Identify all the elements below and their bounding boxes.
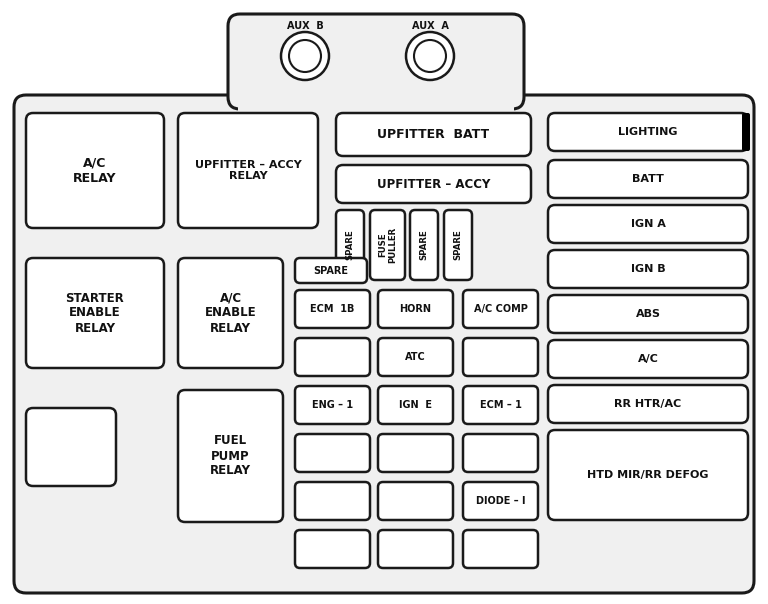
FancyBboxPatch shape	[178, 390, 283, 522]
FancyBboxPatch shape	[295, 434, 370, 472]
FancyBboxPatch shape	[444, 210, 472, 280]
Text: ECM – 1: ECM – 1	[479, 400, 521, 410]
FancyBboxPatch shape	[548, 295, 748, 333]
FancyBboxPatch shape	[463, 434, 538, 472]
Text: ABS: ABS	[635, 309, 660, 319]
FancyBboxPatch shape	[26, 258, 164, 368]
FancyBboxPatch shape	[548, 340, 748, 378]
FancyBboxPatch shape	[742, 113, 750, 151]
Circle shape	[289, 40, 321, 72]
Text: A/C COMP: A/C COMP	[474, 304, 528, 314]
Text: UPFITTER – ACCY
RELAY: UPFITTER – ACCY RELAY	[194, 159, 301, 181]
FancyBboxPatch shape	[463, 386, 538, 424]
Text: IGN B: IGN B	[631, 264, 665, 274]
Text: LIGHTING: LIGHTING	[618, 127, 677, 137]
FancyBboxPatch shape	[26, 113, 164, 228]
FancyBboxPatch shape	[228, 14, 524, 109]
Text: FUSE
PULLER: FUSE PULLER	[378, 227, 397, 263]
FancyBboxPatch shape	[295, 258, 367, 283]
FancyBboxPatch shape	[548, 430, 748, 520]
Circle shape	[414, 40, 446, 72]
Text: ECM  1B: ECM 1B	[310, 304, 355, 314]
FancyBboxPatch shape	[178, 113, 318, 228]
FancyBboxPatch shape	[26, 408, 116, 486]
Text: SPARE: SPARE	[453, 230, 462, 260]
Text: AUX  A: AUX A	[412, 21, 449, 31]
FancyBboxPatch shape	[336, 165, 531, 203]
FancyBboxPatch shape	[378, 482, 453, 520]
Text: SPARE: SPARE	[419, 230, 429, 260]
FancyBboxPatch shape	[463, 482, 538, 520]
Text: ENG – 1: ENG – 1	[312, 400, 353, 410]
FancyBboxPatch shape	[378, 530, 453, 568]
FancyBboxPatch shape	[548, 160, 748, 198]
FancyBboxPatch shape	[378, 434, 453, 472]
FancyBboxPatch shape	[336, 210, 364, 280]
FancyBboxPatch shape	[370, 210, 405, 280]
Text: HTD MIR/RR DEFOG: HTD MIR/RR DEFOG	[588, 470, 709, 480]
Text: IGN  E: IGN E	[399, 400, 432, 410]
FancyBboxPatch shape	[463, 338, 538, 376]
Text: SPARE: SPARE	[346, 230, 355, 260]
Text: A/C: A/C	[637, 354, 658, 364]
Text: A/C
RELAY: A/C RELAY	[73, 156, 117, 184]
Text: RR HTR/AC: RR HTR/AC	[614, 399, 682, 409]
FancyBboxPatch shape	[548, 113, 748, 151]
Text: BATT: BATT	[632, 174, 664, 184]
Text: DIODE – I: DIODE – I	[475, 496, 525, 506]
Text: IGN A: IGN A	[631, 219, 665, 229]
FancyBboxPatch shape	[295, 530, 370, 568]
Text: STARTER
ENABLE
RELAY: STARTER ENABLE RELAY	[65, 292, 124, 335]
Text: SPARE: SPARE	[313, 266, 349, 275]
Text: UPFITTER  BATT: UPFITTER BATT	[377, 128, 489, 141]
FancyBboxPatch shape	[410, 210, 438, 280]
FancyBboxPatch shape	[336, 113, 531, 156]
Text: A/C
ENABLE
RELAY: A/C ENABLE RELAY	[205, 292, 257, 335]
FancyBboxPatch shape	[548, 385, 748, 423]
FancyBboxPatch shape	[378, 338, 453, 376]
FancyBboxPatch shape	[463, 290, 538, 328]
Text: HORN: HORN	[399, 304, 432, 314]
FancyBboxPatch shape	[378, 290, 453, 328]
Text: AUX  B: AUX B	[286, 21, 323, 31]
Bar	[238, 104, 514, 119]
Text: UPFITTER – ACCY: UPFITTER – ACCY	[377, 178, 490, 190]
FancyBboxPatch shape	[548, 250, 748, 288]
Circle shape	[281, 32, 329, 80]
FancyBboxPatch shape	[463, 530, 538, 568]
FancyBboxPatch shape	[548, 205, 748, 243]
FancyBboxPatch shape	[295, 290, 370, 328]
FancyBboxPatch shape	[295, 482, 370, 520]
FancyBboxPatch shape	[295, 386, 370, 424]
FancyBboxPatch shape	[178, 258, 283, 368]
FancyBboxPatch shape	[295, 338, 370, 376]
Text: FUEL
PUMP
RELAY: FUEL PUMP RELAY	[210, 434, 251, 478]
FancyBboxPatch shape	[14, 95, 754, 593]
Circle shape	[406, 32, 454, 80]
FancyBboxPatch shape	[378, 386, 453, 424]
Text: ATC: ATC	[406, 352, 426, 362]
